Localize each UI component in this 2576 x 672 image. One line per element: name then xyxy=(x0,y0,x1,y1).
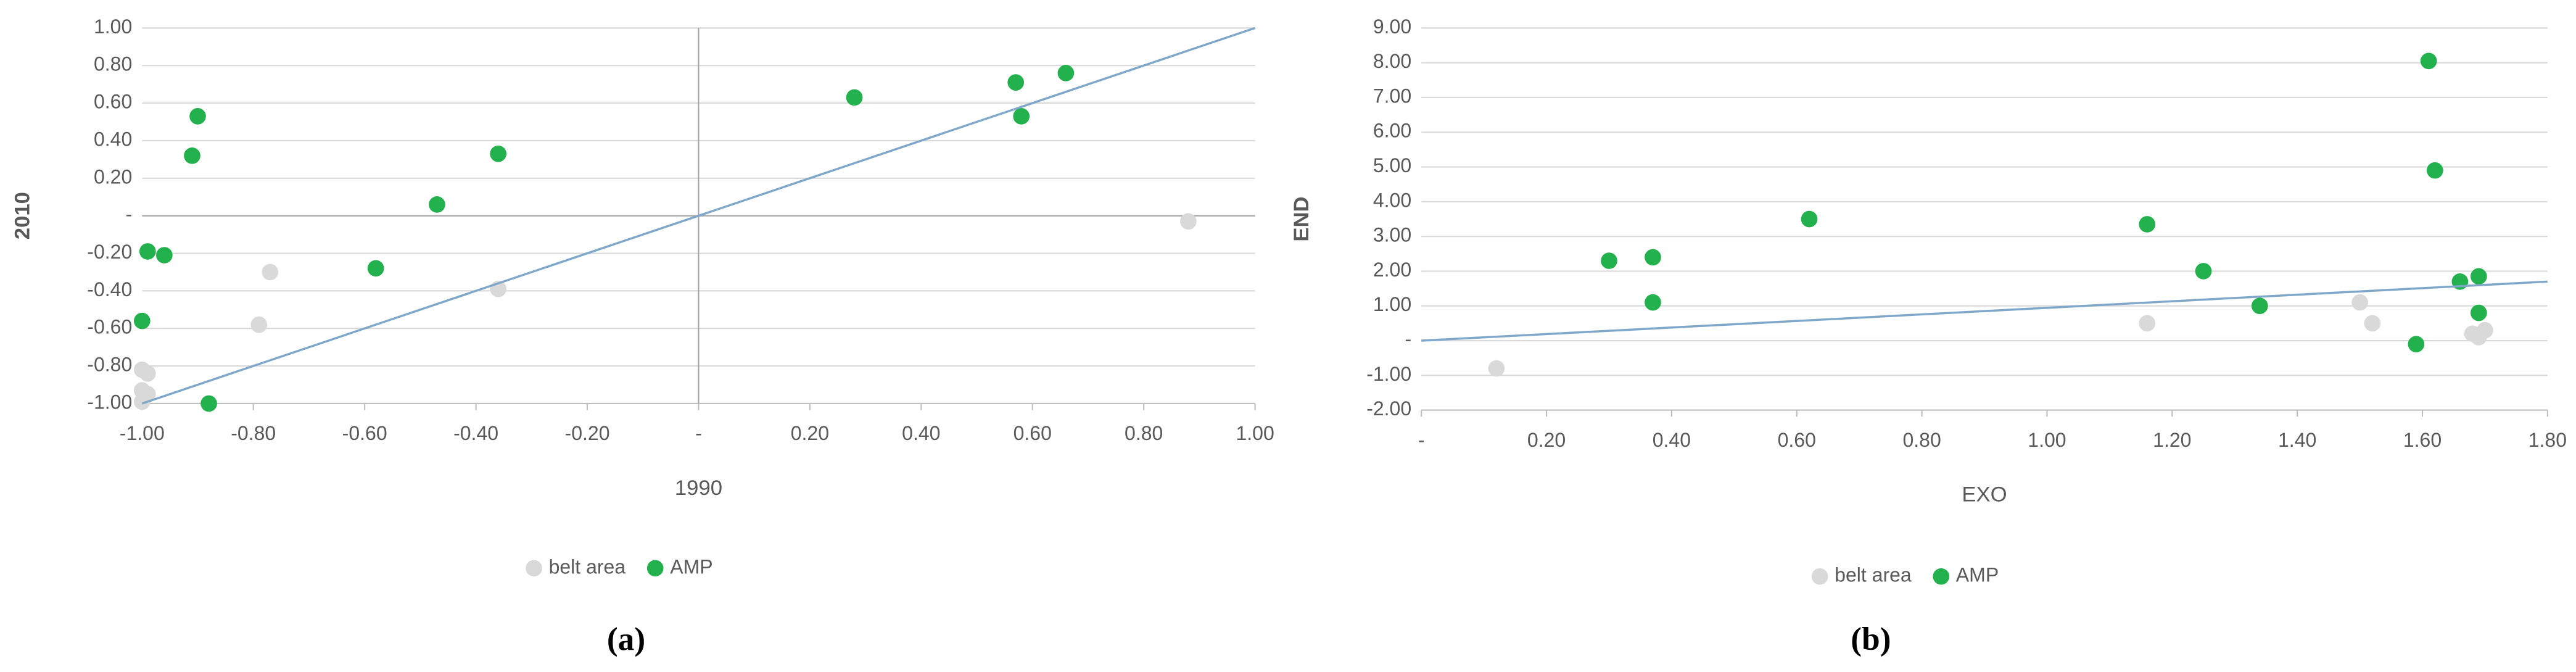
point xyxy=(2364,315,2381,332)
y-tick-label: - xyxy=(126,203,133,225)
x-tick-label: -0.40 xyxy=(453,422,498,444)
x-tick-label: 1.00 xyxy=(1236,422,1274,444)
x-axis-title: EXO xyxy=(1962,483,2007,507)
point xyxy=(1180,213,1197,230)
y-tick-label: 1.00 xyxy=(94,15,132,38)
x-tick-label: 0.80 xyxy=(1902,429,1941,451)
x-tick-label: 0.40 xyxy=(1653,429,1691,451)
y-tick-label: 8.00 xyxy=(1373,50,1411,72)
y-tick-label: - xyxy=(1405,328,1412,350)
x-tick-label: -0.60 xyxy=(342,422,387,444)
legend-marker xyxy=(646,560,664,577)
point xyxy=(490,145,507,162)
point xyxy=(2139,315,2156,332)
point xyxy=(133,393,151,410)
y-tick-label: 2.00 xyxy=(1373,259,1411,281)
x-tick-label: 0.60 xyxy=(1778,429,1816,451)
point xyxy=(139,243,156,260)
y-tick-label: 4.00 xyxy=(1373,189,1411,211)
x-tick-label: 0.60 xyxy=(1013,422,1052,444)
y-tick-label: -0.40 xyxy=(87,278,132,301)
point xyxy=(2408,336,2425,352)
point xyxy=(1013,108,1030,125)
y-axis-title: 2010 xyxy=(10,192,34,239)
point xyxy=(2426,162,2443,179)
x-tick-label: 1.60 xyxy=(2403,429,2442,451)
legend-label: AMP xyxy=(1956,564,1999,586)
point xyxy=(250,316,268,333)
point xyxy=(2139,216,2156,233)
y-tick-label: -0.20 xyxy=(87,241,132,263)
y-tick-label: 6.00 xyxy=(1373,120,1411,142)
point xyxy=(429,196,445,213)
x-tick-label: - xyxy=(695,422,702,444)
x-tick-label: 0.20 xyxy=(791,422,829,444)
point xyxy=(1007,74,1025,91)
point xyxy=(156,247,173,263)
point xyxy=(2477,321,2493,339)
y-tick-label: -0.80 xyxy=(87,354,132,376)
y-tick-label: 3.00 xyxy=(1373,224,1411,246)
point xyxy=(2195,263,2212,280)
point xyxy=(2420,52,2437,70)
x-tick-label: 1.20 xyxy=(2153,429,2191,451)
x-tick-label: -0.80 xyxy=(231,422,276,444)
point xyxy=(262,263,279,281)
point xyxy=(2470,268,2487,285)
point xyxy=(2351,294,2368,311)
y-tick-label: 1.00 xyxy=(1373,293,1411,315)
legend-label: belt area xyxy=(1835,564,1912,586)
y-tick-label: 0.40 xyxy=(94,128,132,150)
caption: (a) xyxy=(607,620,645,657)
y-tick-label: -1.00 xyxy=(1366,363,1411,385)
trend-line xyxy=(1421,280,2548,342)
y-tick-label: 7.00 xyxy=(1373,85,1411,107)
legend-marker xyxy=(526,560,542,577)
point xyxy=(1488,360,1505,377)
y-tick-label: -1.00 xyxy=(87,391,132,413)
point xyxy=(133,312,151,330)
point xyxy=(200,395,217,412)
point xyxy=(139,365,156,382)
caption: (b) xyxy=(1851,620,1891,657)
point xyxy=(1645,249,1661,266)
y-tick-label: 0.80 xyxy=(94,53,132,75)
y-tick-label: 5.00 xyxy=(1373,154,1411,176)
x-tick-label: 0.20 xyxy=(1527,429,1566,451)
y-tick-label: -2.00 xyxy=(1366,397,1411,420)
legend-label: AMP xyxy=(670,555,712,578)
y-axis-title: END xyxy=(1290,196,1313,241)
x-axis-title: 1990 xyxy=(675,476,722,500)
point xyxy=(184,147,200,164)
legend-marker xyxy=(1933,568,1950,585)
legend-label: belt area xyxy=(549,555,626,578)
point xyxy=(1601,252,1617,269)
x-tick-label: - xyxy=(1418,429,1425,451)
x-tick-label: 0.80 xyxy=(1125,422,1163,444)
trend-line xyxy=(141,27,1256,405)
y-tick-label: 9.00 xyxy=(1373,15,1411,38)
legend-marker xyxy=(1811,568,1828,585)
point xyxy=(2470,304,2487,321)
point xyxy=(2251,297,2268,315)
x-tick-label: -1.00 xyxy=(120,422,165,444)
point xyxy=(1645,294,1661,311)
point xyxy=(189,108,206,125)
x-tick-label: -0.20 xyxy=(565,422,610,444)
x-tick-label: 1.00 xyxy=(2028,429,2066,451)
y-tick-label: -0.60 xyxy=(87,316,132,338)
point xyxy=(367,260,384,277)
point xyxy=(846,89,863,106)
x-tick-label: 1.40 xyxy=(2278,429,2316,451)
point xyxy=(1801,210,1818,228)
x-tick-label: 0.40 xyxy=(902,422,940,444)
y-tick-label: 0.20 xyxy=(94,165,132,188)
x-tick-label: 1.80 xyxy=(2529,429,2567,451)
y-tick-label: 0.60 xyxy=(94,91,132,113)
point xyxy=(1057,65,1075,81)
